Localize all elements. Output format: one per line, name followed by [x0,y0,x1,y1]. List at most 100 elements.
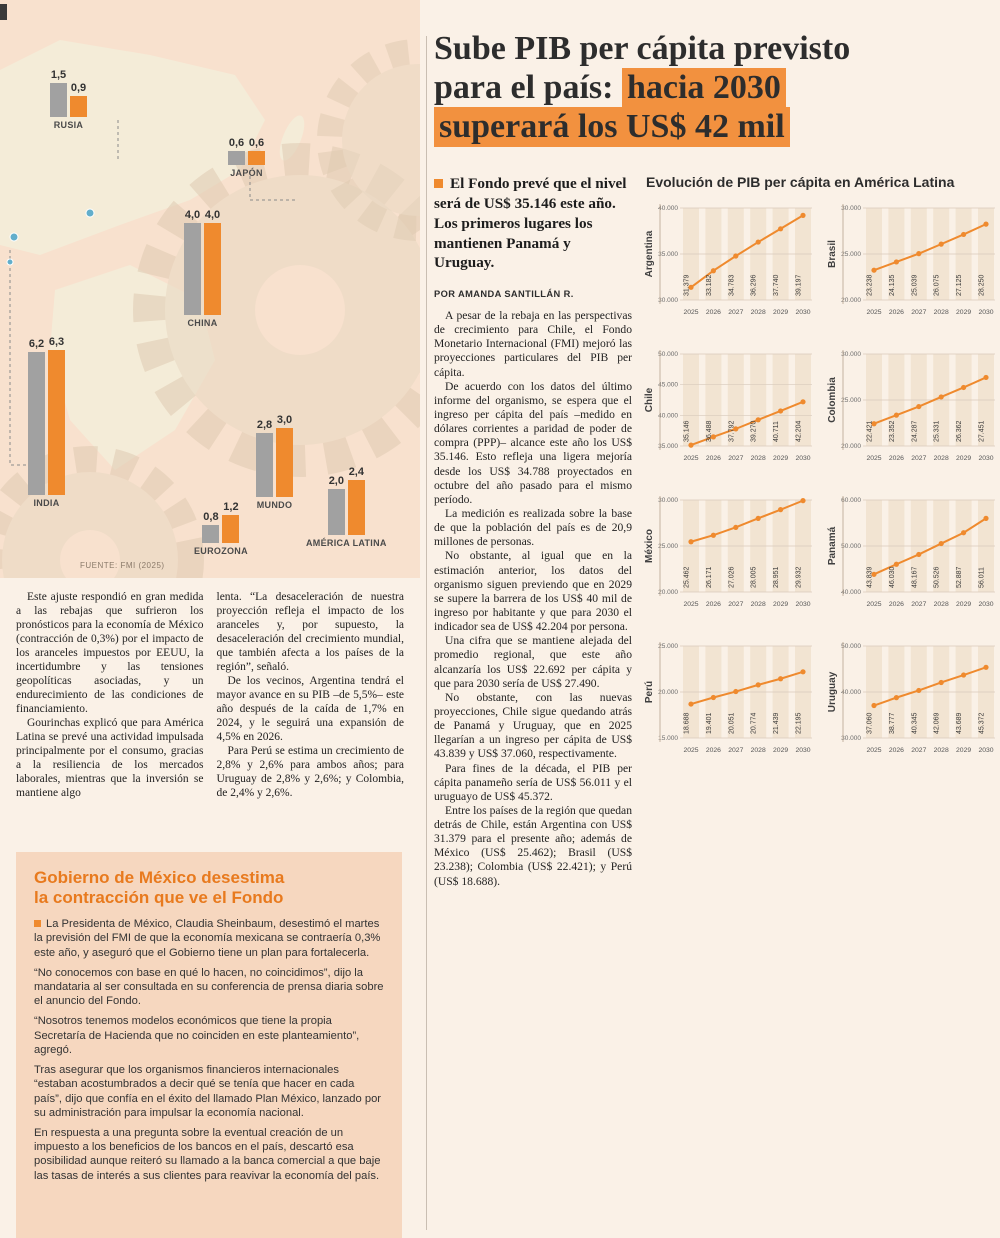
x-axis-year: 2026 [889,309,904,316]
value-label: 27.026 [728,567,735,589]
paragraph: No obstante, al igual que en la estimaci… [434,549,632,634]
paragraph: No obstante, con las nuevas proyecciones… [434,690,632,761]
right-column: Sube PIB per cápita previsto para el paí… [432,0,1000,1238]
y-axis-tick: 45.000 [658,382,678,389]
x-axis-year: 2025 [866,309,881,316]
value-label: 42.204 [796,421,803,443]
data-point [871,703,877,709]
bar-value-label: 2,4 [348,465,364,478]
data-point [800,669,806,675]
panel-country-label: Argentina [644,230,655,277]
box-title-line1: Gobierno de México desestima [34,868,285,887]
paragraph: A pesar de la rebaja en las perspectivas… [434,309,632,379]
value-label: 35.146 [684,421,691,443]
data-point [710,268,716,274]
x-axis-year: 2025 [683,455,698,462]
mini-chart-Panamá: 60.000 50.000 40.000 Panamá 43.839 46.030 48.1… [827,496,995,608]
x-axis-year: 2028 [934,747,949,754]
bar-value-label: 0,6 [248,137,265,150]
panel-country-label: Chile [644,388,655,413]
map-bar-group-china: 4,0 4,0 CHINA [184,209,221,328]
x-axis-year: 2027 [911,455,926,462]
panel-country-label: Colombia [827,377,838,423]
panel-country-label: Uruguay [827,672,838,713]
data-point [688,442,694,448]
world-map-chart: 1,5 0,9 RUSIA 0,6 0,6 JAPÓN 4,0 4,0 CHINA 6,2 6,3 I… [0,0,420,578]
panel-country-label: Brasil [827,240,838,268]
bar [228,151,245,165]
gear-shape-large [133,143,420,477]
box-title: Gobierno de México desestima la contracci… [34,868,384,907]
data-point [893,561,899,568]
paragraph: De acuerdo con los datos del último info… [434,379,632,506]
value-label: 20.051 [728,713,735,735]
data-point [688,539,694,545]
bar-pair: 4,0 4,0 [184,209,221,315]
value-label: 43.689 [956,713,963,735]
value-label: 26.171 [706,567,713,589]
y-axis-tick: 30.000 [841,735,861,742]
data-point [893,695,899,701]
value-label: 24.135 [889,275,896,297]
bar [248,151,265,165]
paragraph: “No conocemos con base en qué lo hacen, … [34,966,384,1008]
data-point [938,541,944,547]
x-axis-year: 2028 [751,747,766,754]
year-stripe [705,354,722,447]
data-point [938,394,944,400]
paragraph: De los vecinos, Argentina tendrá el mayo… [216,675,405,744]
data-point [871,267,877,274]
data-point [961,232,967,238]
paragraph: La Presidenta de México, Claudia Sheinba… [34,918,381,959]
bar-value-label: 4,0 [204,209,221,221]
x-axis-year: 2026 [889,601,904,608]
bar-value-label: 3,0 [276,414,293,426]
value-label: 24.287 [911,421,918,443]
trend-line [873,666,987,707]
bar-column: 2,4 [347,465,365,535]
y-axis-tick: 20.000 [658,689,678,696]
map-location-dot [6,258,14,266]
data-point [755,682,761,688]
bar-value-label: 2,8 [256,418,273,431]
y-axis-tick: 30.000 [841,205,861,212]
data-point [871,421,877,427]
data-point [938,680,944,686]
bar-value-label: 0,8 [203,510,219,523]
bar-column: 4,0 [204,209,221,315]
data-point [916,552,922,558]
trend-line [690,499,804,543]
data-point [800,213,806,219]
x-axis-year: 2026 [889,455,904,462]
bar [202,524,220,543]
page-corner-mark [0,4,7,20]
gear-shape-bottom-left [0,446,204,578]
mexico-sidebar-box: Gobierno de México desestima la contracci… [16,852,402,1238]
data-point [916,251,922,257]
data-point [871,571,877,578]
data-point [688,701,694,707]
paragraph: La medición es realizada sobre la base d… [434,506,632,549]
data-point [733,689,739,695]
value-label: 37.060 [867,713,874,735]
value-label: 22.195 [796,713,803,735]
charts-panel: Evolución de PIB per cápita en América L… [640,170,1000,889]
article-column: El Fondo prevé que el nivel será de US$ … [434,170,632,889]
data-point [961,672,967,678]
country-label: MUNDO [256,500,293,510]
mini-chart-Uruguay: 50.000 40.000 30.000 Uruguay 37.060 38.777 40.… [827,642,995,754]
headline-highlight: superará los US$ 42 mil [434,106,790,147]
y-axis-tick: 25.000 [841,397,861,404]
data-point [916,404,922,410]
data-point [778,226,784,232]
value-label: 27.451 [979,421,986,443]
map-location-dot [9,232,19,242]
bullet-square-icon [434,179,443,189]
bar [327,489,345,535]
country-label: EUROZONA [194,546,248,556]
paragraph: “Nosotros tenemos modelos económicos que… [34,1015,360,1056]
bar-column: 1,2 [222,501,240,543]
bar-pair: 2,8 3,0 [256,414,293,497]
value-label: 26.362 [956,421,963,443]
data-point [733,525,739,531]
